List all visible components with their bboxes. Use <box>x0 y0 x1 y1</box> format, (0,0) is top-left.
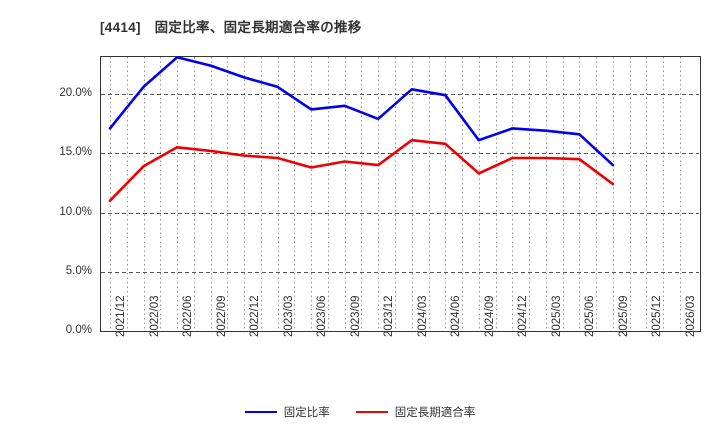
x-axis-tick-label: 2025/09 <box>617 295 630 337</box>
x-axis-tick-label: 2023/12 <box>383 295 396 337</box>
x-axis-tick-label: 2022/09 <box>215 295 228 337</box>
major-gridlines-y <box>101 94 699 273</box>
x-axis-tick-label: 2021/12 <box>115 295 127 337</box>
x-axis-tick-label: 2024/09 <box>483 295 496 337</box>
legend-label: 固定長期適合率 <box>394 407 476 419</box>
legend-item[interactable]: 固定長期適合率 <box>355 404 476 420</box>
series-line <box>108 138 615 202</box>
x-axis-tick-label: 2025/06 <box>584 295 597 337</box>
x-axis-tick-label: 2025/12 <box>651 295 664 337</box>
x-axis-tick-label: 2023/03 <box>282 295 295 337</box>
y-axis-tick-label: 15.0% <box>59 146 92 159</box>
y-axis-tick-label: 0.0% <box>65 324 92 336</box>
x-axis-tick-label: 2025/03 <box>550 295 563 337</box>
x-axis-tick-label: 2024/03 <box>416 295 429 337</box>
x-axis-tick-label: 2022/06 <box>182 295 195 337</box>
x-axis-tick-label: 2024/12 <box>517 295 530 337</box>
legend-label: 固定比率 <box>283 407 330 419</box>
chart-legend: 固定比率 固定長期適合率 <box>0 404 720 420</box>
chart-title: [4414] 固定比率、固定長期適合率の推移 <box>100 20 362 35</box>
x-axis-tick-label: 2022/03 <box>148 295 161 337</box>
x-axis-tick-label: 2022/12 <box>249 295 262 337</box>
legend-item[interactable]: 固定比率 <box>244 404 330 420</box>
y-axis-tick-label: 10.0% <box>59 205 92 218</box>
x-axis-tick-label: 2026/03 <box>685 295 697 337</box>
series-lines <box>108 55 615 202</box>
y-axis-tick-label: 5.0% <box>65 264 92 277</box>
minor-gridlines-x <box>110 57 681 330</box>
legend-line-icon <box>355 411 388 413</box>
plot-frame <box>100 56 701 332</box>
x-axis-tick-label: 2023/06 <box>316 295 329 337</box>
legend-line-icon <box>244 411 277 413</box>
series-line <box>108 55 615 167</box>
y-axis-tick-label: 20.0% <box>59 87 92 99</box>
x-axis-tick-label: 2024/06 <box>450 295 463 337</box>
x-axis-tick-label: 2023/09 <box>349 295 362 337</box>
